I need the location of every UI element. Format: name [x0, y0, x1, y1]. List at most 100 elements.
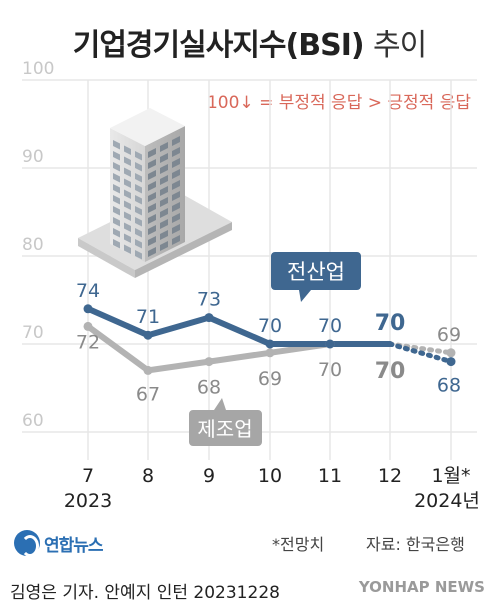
- building-window: [135, 250, 142, 260]
- building-window: [124, 211, 131, 221]
- y-tick-label: 100: [22, 59, 54, 79]
- building-window: [135, 162, 142, 172]
- building-window: [172, 235, 180, 245]
- data-label-all: 73: [197, 289, 221, 311]
- building-window: [124, 244, 131, 254]
- building-window: [113, 184, 120, 194]
- building-window: [113, 239, 120, 249]
- building-windows: [113, 136, 180, 260]
- data-label-all: 70: [318, 315, 342, 337]
- building-window: [113, 228, 120, 238]
- yonhap-logo: 연합뉴스: [14, 530, 104, 557]
- y-tick-label: 70: [22, 323, 44, 343]
- building-window: [148, 203, 156, 213]
- data-label-manufacturing: 70: [318, 359, 342, 381]
- data-label-manufacturing: 68: [197, 377, 221, 399]
- x-tick-label: 12: [378, 465, 402, 487]
- building-window: [160, 164, 168, 174]
- x-tick-label: 10: [258, 465, 282, 487]
- x-axis: 7 8 9 10 11 12 1월* 2023 2024년: [64, 465, 480, 512]
- building-window: [148, 159, 156, 169]
- chart-title-suffix: 추이: [373, 28, 427, 63]
- point-all: [204, 313, 214, 323]
- building-window: [124, 178, 131, 188]
- chart-title-main: 기업경기실사지수(BSI): [72, 28, 365, 63]
- series-points: [83, 304, 456, 375]
- data-label-manufacturing: 67: [136, 383, 160, 405]
- data-label-all: 70: [375, 311, 406, 336]
- data-label-all: 70: [258, 315, 282, 337]
- grid-layer: 60 70 80 90 100: [22, 59, 477, 460]
- building-window: [148, 181, 156, 191]
- building-window: [148, 247, 156, 257]
- building-window: [160, 186, 168, 196]
- yonhap-logo-text: 연합뉴스: [44, 535, 104, 556]
- building-window: [124, 222, 131, 232]
- building-window: [148, 236, 156, 246]
- building-window: [135, 184, 142, 194]
- credit-line: 김영은 기자. 안예지 인턴 20231228: [10, 583, 280, 603]
- x-year-label: 2023: [64, 490, 112, 512]
- building-window: [172, 169, 180, 179]
- series-line-all: [85, 305, 393, 347]
- building-window: [172, 147, 180, 157]
- x-tick-label: 9: [203, 465, 215, 487]
- building-window: [113, 173, 120, 183]
- point-manufacturing: [446, 348, 456, 358]
- x-tick-label: 11: [318, 465, 342, 487]
- building-window: [148, 148, 156, 158]
- source-note: 자료: 한국은행: [366, 535, 465, 554]
- callout-manufacturing-bubble: [189, 398, 262, 446]
- building-window: [113, 217, 120, 227]
- building-window: [148, 214, 156, 224]
- point-all: [446, 357, 456, 367]
- building-window: [135, 217, 142, 227]
- data-labels: 74 71 73 70 70 70 68 72 67 68 69 70 70 69: [76, 280, 461, 406]
- point-manufacturing: [143, 365, 153, 375]
- building-window: [172, 224, 180, 234]
- building-window: [160, 219, 168, 229]
- building-window: [113, 206, 120, 216]
- building-roof: [110, 108, 185, 146]
- watermark: YONHAP NEWS: [358, 578, 485, 596]
- data-label-manufacturing: 69: [437, 324, 461, 346]
- x-tick-label: 7: [82, 465, 94, 487]
- building-window: [124, 189, 131, 199]
- data-label-manufacturing: 69: [258, 368, 282, 390]
- y-tick-label: 60: [22, 411, 44, 431]
- forecast-note: *전망치: [272, 535, 325, 554]
- building-window: [160, 175, 168, 185]
- point-all: [83, 304, 93, 314]
- point-all: [143, 330, 153, 340]
- callout-all-label: 전산업: [287, 260, 345, 284]
- series-lines: [85, 305, 454, 374]
- yonhap-logo-icon: [14, 530, 40, 557]
- y-tick-label: 80: [22, 235, 44, 255]
- point-all: [265, 339, 275, 349]
- callout-all-bubble: [271, 252, 361, 302]
- point-manufacturing: [265, 348, 275, 358]
- building-window: [148, 192, 156, 202]
- callout-manufacturing-label: 제조업: [197, 417, 252, 441]
- building-window: [135, 151, 142, 161]
- building-window: [124, 233, 131, 243]
- building-base-left: [78, 238, 135, 278]
- forecast-line-all: [387, 341, 454, 365]
- building-window: [160, 208, 168, 218]
- chart-title: 기업경기실사지수(BSI) 추이: [0, 20, 499, 64]
- point-manufacturing: [204, 357, 214, 367]
- building-window: [113, 151, 120, 161]
- data-label-manufacturing: 70: [375, 359, 406, 384]
- building-window: [172, 158, 180, 168]
- building-window: [113, 162, 120, 172]
- building-window: [148, 225, 156, 235]
- building-window: [172, 180, 180, 190]
- building-window: [113, 195, 120, 205]
- building-window: [124, 167, 131, 177]
- building-window: [160, 197, 168, 207]
- x-year-label: 2024년: [414, 490, 480, 512]
- building-window: [160, 142, 168, 152]
- x-tick-label: 8: [142, 465, 154, 487]
- building-window: [135, 228, 142, 238]
